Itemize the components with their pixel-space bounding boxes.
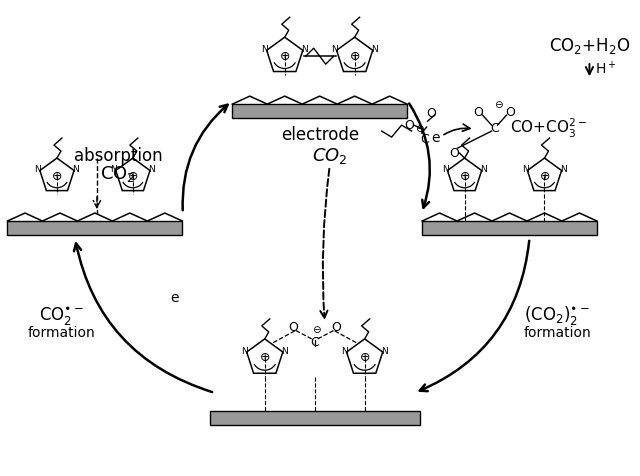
Text: CO$_2^{\bullet-}$: CO$_2^{\bullet-}$ <box>40 305 84 327</box>
Text: N: N <box>332 45 338 54</box>
Text: N: N <box>301 45 308 54</box>
Text: N: N <box>522 165 529 174</box>
Text: C: C <box>310 337 319 349</box>
Text: N: N <box>35 165 42 174</box>
Text: N: N <box>241 347 248 356</box>
Bar <box>210 411 420 425</box>
Text: N: N <box>148 165 156 174</box>
Text: N: N <box>371 45 378 54</box>
FancyArrowPatch shape <box>409 103 430 208</box>
Text: e: e <box>171 291 179 305</box>
Text: N: N <box>480 165 487 174</box>
Bar <box>422 221 597 235</box>
FancyArrowPatch shape <box>444 124 470 135</box>
Text: (CO$_2$)$_2^{\bullet-}$: (CO$_2$)$_2^{\bullet-}$ <box>524 305 591 327</box>
Text: $\oplus$: $\oplus$ <box>539 169 550 183</box>
Text: O: O <box>450 147 460 159</box>
Text: H$^+$: H$^+$ <box>595 60 617 77</box>
Text: C: C <box>490 121 499 135</box>
FancyArrowPatch shape <box>182 105 228 210</box>
Text: $\oplus$: $\oplus$ <box>259 351 270 365</box>
FancyArrowPatch shape <box>320 169 330 318</box>
Text: $\oplus$: $\oplus$ <box>459 169 470 183</box>
Text: O: O <box>288 321 298 335</box>
Text: $\oplus$: $\oplus$ <box>349 50 360 63</box>
Text: CO+CO$_3^{2-}$: CO+CO$_3^{2-}$ <box>509 117 586 139</box>
Bar <box>232 104 407 118</box>
Text: O: O <box>332 321 342 335</box>
Text: N: N <box>261 45 268 54</box>
Text: electrode: electrode <box>280 126 359 144</box>
Text: $\ominus$: $\ominus$ <box>312 325 321 336</box>
Text: O: O <box>404 119 415 131</box>
Text: CO$_2$: CO$_2$ <box>312 146 348 166</box>
Text: O: O <box>506 106 515 119</box>
Text: N: N <box>111 165 117 174</box>
Text: C: C <box>420 133 429 146</box>
Text: $\oplus$: $\oplus$ <box>127 169 138 183</box>
Text: CO$_2$: CO$_2$ <box>100 164 136 184</box>
Text: e: e <box>431 131 440 145</box>
FancyArrowPatch shape <box>74 243 212 392</box>
Text: CO$_2$+H$_2$O: CO$_2$+H$_2$O <box>548 36 630 56</box>
Text: $\oplus$: $\oplus$ <box>279 50 291 63</box>
Text: $\ominus$: $\ominus$ <box>415 123 424 134</box>
Text: absorption: absorption <box>74 147 162 165</box>
FancyArrowPatch shape <box>586 64 593 74</box>
Text: N: N <box>560 165 567 174</box>
Text: O: O <box>427 107 436 119</box>
Text: N: N <box>282 347 288 356</box>
Text: N: N <box>381 347 388 356</box>
Text: $\oplus$: $\oplus$ <box>359 351 371 365</box>
Text: $\oplus$: $\oplus$ <box>51 169 63 183</box>
Text: N: N <box>442 165 449 174</box>
Text: formation: formation <box>28 326 96 340</box>
Text: N: N <box>72 165 79 174</box>
Text: $\ominus$: $\ominus$ <box>493 99 504 109</box>
Text: formation: formation <box>524 326 591 340</box>
FancyArrowPatch shape <box>420 241 529 391</box>
Text: O: O <box>474 106 483 119</box>
Text: N: N <box>341 347 348 356</box>
Bar <box>8 221 182 235</box>
FancyArrowPatch shape <box>93 197 100 208</box>
